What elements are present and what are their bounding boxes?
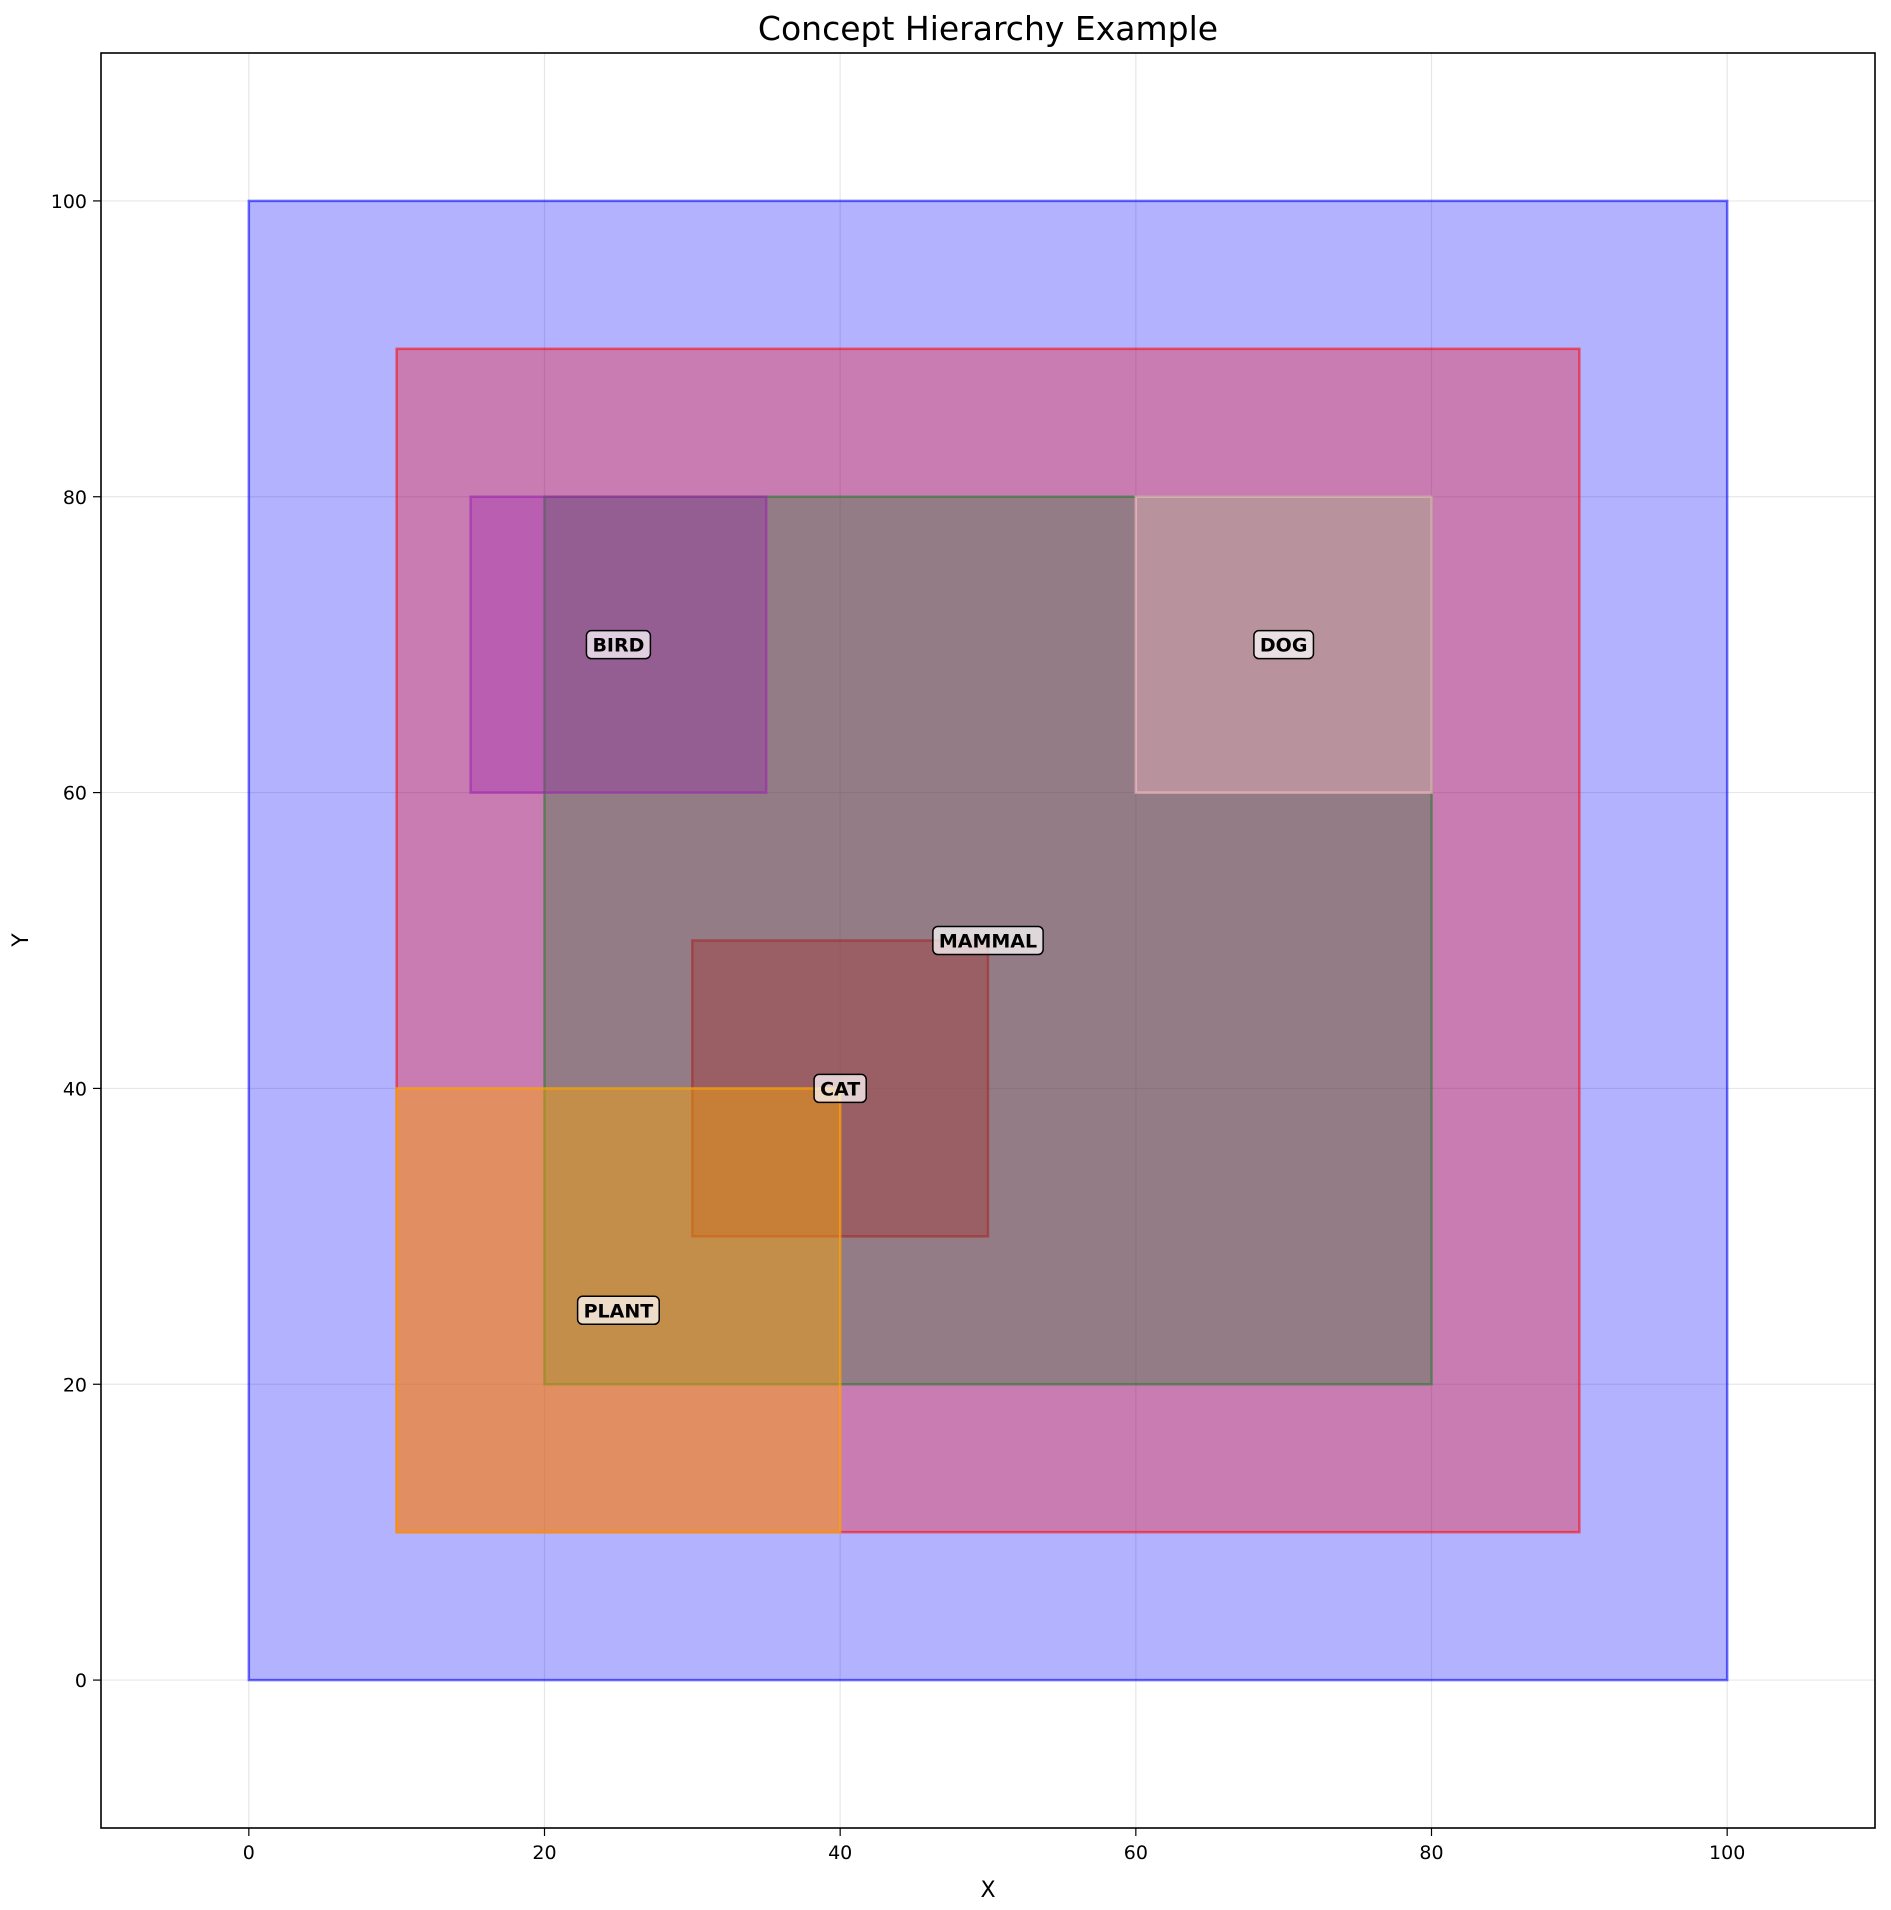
x-tick-label: 60 (1124, 1842, 1148, 1864)
y-tick-label: 80 (63, 487, 87, 509)
label-dog: DOG (1253, 629, 1315, 660)
x-tick-label: 20 (532, 1842, 556, 1864)
x-tick-label: 80 (1419, 1842, 1443, 1864)
label-text-plant: PLANT (584, 1300, 654, 1322)
y-tick-label: 20 (63, 1374, 87, 1396)
label-mammal: MAMMAL (932, 925, 1044, 956)
label-box-bird (585, 629, 652, 660)
x-tick-label: 0 (243, 1842, 255, 1864)
y-tick-label: 100 (51, 191, 87, 213)
ticks: 0 20 40 60 80 100 0 20 40 60 80 100 (51, 191, 1746, 1864)
x-axis-label: X (980, 1878, 995, 1903)
label-box-cat (813, 1073, 867, 1104)
label-cat: CAT (813, 1073, 867, 1104)
label-box-dog (1253, 629, 1315, 660)
label-text-cat: CAT (820, 1078, 860, 1100)
chart-title: Concept Hierarchy Example (758, 9, 1218, 48)
y-tick-label: 0 (75, 1670, 87, 1692)
label-text-bird: BIRD (592, 635, 644, 657)
label-text-mammal: MAMMAL (939, 931, 1037, 953)
plot-frame (100, 52, 1876, 1829)
label-bird: BIRD (585, 629, 652, 660)
label-plant: PLANT (576, 1295, 660, 1326)
x-tick-label: 40 (828, 1842, 852, 1864)
label-box-mammal (932, 925, 1044, 956)
y-tick-label: 60 (63, 783, 87, 805)
y-tick-label: 40 (63, 1078, 87, 1100)
y-axis-label: Y (9, 933, 34, 948)
region-labels: MAMMAL BIRD DOG CAT PLANT (576, 629, 1315, 1326)
label-box-plant (576, 1295, 660, 1326)
x-tick-label: 100 (1709, 1842, 1745, 1864)
label-text-dog: DOG (1260, 635, 1308, 657)
